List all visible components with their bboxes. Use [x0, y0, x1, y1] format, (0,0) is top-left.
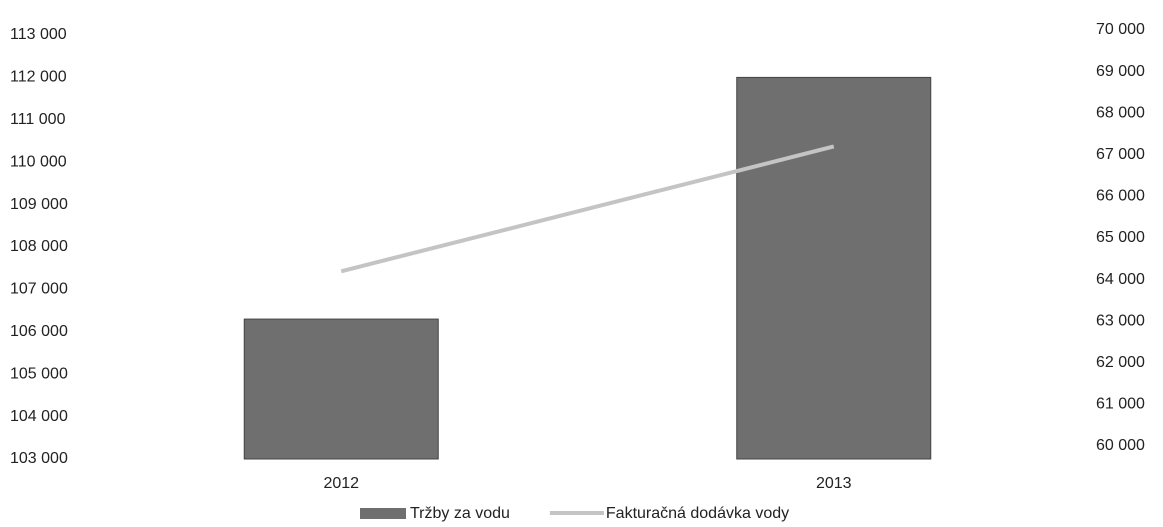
y-tick-label: 108 000: [10, 238, 68, 255]
y-tick-label: 106 000: [10, 323, 68, 340]
legend-swatch: [360, 508, 406, 519]
y2-tick-label: 63 000: [1096, 312, 1145, 329]
y2-tick-label: 66 000: [1096, 188, 1145, 205]
legend-label: Fakturačná dodávka vody: [606, 505, 789, 522]
y-tick-label: 112 000: [10, 69, 67, 86]
y2-tick-label: 67 000: [1096, 146, 1145, 163]
x-tick-label: 2012: [323, 475, 359, 492]
y-tick-label: 104 000: [10, 408, 68, 425]
y2-tick-label: 65 000: [1096, 229, 1145, 246]
y2-tick-label: 70 000: [1096, 21, 1145, 38]
y2-tick-label: 60 000: [1096, 437, 1145, 454]
y-tick-label: 107 000: [10, 281, 68, 298]
y-tick-label: 109 000: [10, 196, 68, 213]
y-tick-label: 110 000: [10, 153, 67, 170]
y2-tick-label: 61 000: [1096, 396, 1145, 413]
y-tick-label: 103 000: [10, 450, 68, 467]
legend-label: Tržby za vodu: [410, 505, 510, 522]
y2-tick-label: 64 000: [1096, 271, 1145, 288]
y2-tick-label: 62 000: [1096, 354, 1145, 371]
y-tick-label: 105 000: [10, 365, 68, 382]
x-tick-label: 2013: [816, 475, 852, 492]
y-tick-label: 111 000: [10, 111, 66, 128]
y2-tick-label: 69 000: [1096, 63, 1145, 80]
y2-tick-label: 68 000: [1096, 104, 1145, 121]
y-tick-label: 113 000: [10, 26, 67, 43]
bar: [736, 76, 932, 460]
line: [340, 144, 835, 274]
bar: [243, 318, 439, 460]
